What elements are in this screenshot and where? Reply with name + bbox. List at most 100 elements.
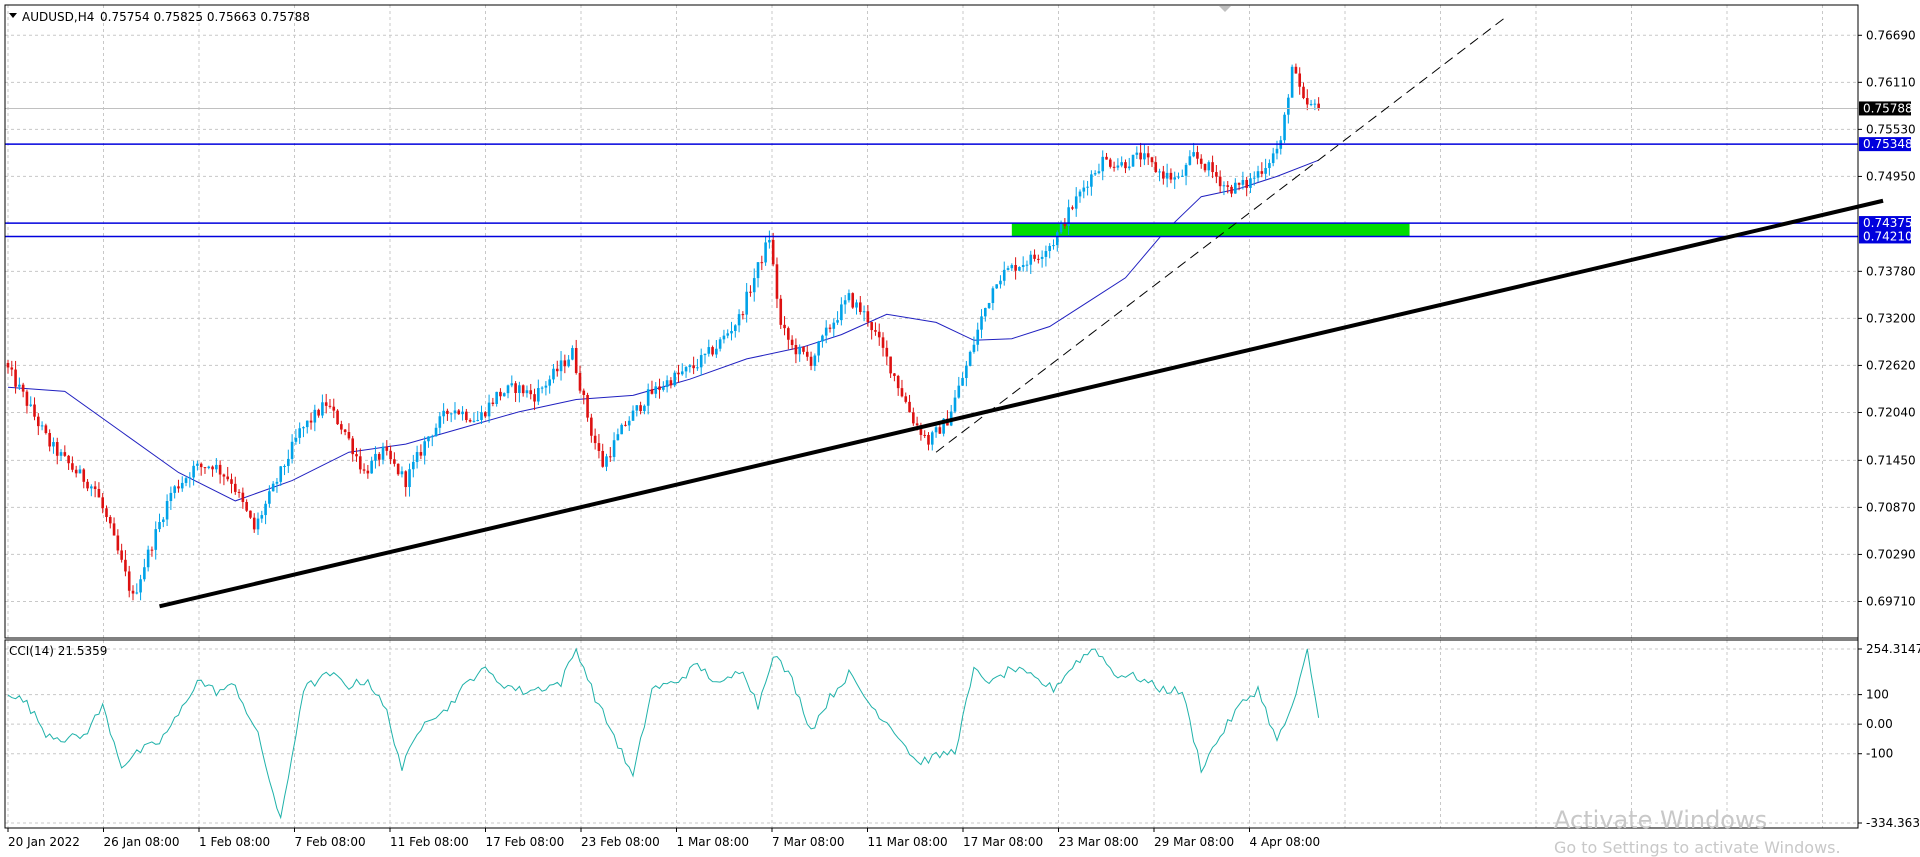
candle-up [957, 385, 961, 398]
candle-down [783, 324, 786, 329]
candle-down [1245, 179, 1248, 188]
candle-up [662, 387, 665, 390]
candle-up [1192, 152, 1195, 157]
candle-up [1018, 266, 1021, 271]
candle-up [1086, 186, 1089, 188]
candle-up [715, 348, 718, 355]
candle-up [381, 446, 385, 460]
candle-down [1317, 103, 1320, 109]
candle-up [1090, 174, 1093, 187]
level-label-text: 0.74210 [1863, 229, 1913, 243]
candle-up [1048, 245, 1051, 252]
candle-down [529, 390, 533, 395]
candle-up [605, 456, 608, 467]
candle-up [1177, 176, 1180, 178]
time-axis: 20 Jan 2022 26 Jan 08:00 1 Feb 08:00 7 Feb … [7, 828, 1320, 849]
chart-shift-marker[interactable] [1219, 6, 1231, 12]
candle-up [707, 347, 711, 354]
candle-down [328, 405, 332, 407]
candle-up [287, 458, 290, 466]
candle-down [1139, 152, 1142, 160]
ascending-trendline [159, 198, 1884, 609]
candle-up [408, 469, 411, 488]
candle-down [101, 497, 104, 509]
candle-down [1105, 156, 1108, 160]
candle-down [514, 383, 517, 394]
candle-up [207, 466, 211, 469]
candle-up [305, 420, 309, 428]
candle-up [718, 339, 722, 349]
candle-up [953, 397, 957, 412]
candle-up [643, 405, 646, 412]
candle-down [116, 535, 120, 551]
candle-up [271, 483, 275, 492]
price-tick-label: 0.76690 [1866, 28, 1916, 42]
support-zone[interactable] [1011, 223, 1410, 237]
candle-up [1055, 232, 1059, 246]
candle-down [1033, 254, 1036, 259]
candle-down [809, 356, 813, 366]
candle-down [866, 311, 870, 323]
candle-up [1029, 254, 1033, 265]
candle-down [1071, 207, 1074, 209]
candle-up [506, 385, 510, 394]
candle-up [423, 441, 426, 456]
candle-down [336, 410, 339, 425]
indicator-tick-label: 100 [1866, 688, 1889, 702]
candle-up [283, 465, 286, 467]
candle-up [1222, 185, 1226, 187]
trendlines[interactable] [159, 17, 1884, 609]
candle-down [324, 402, 328, 406]
candle-down [779, 298, 783, 325]
candle-up [665, 380, 669, 388]
candle-down [74, 469, 78, 474]
candle-down [805, 351, 809, 357]
level-label-text: 0.75348 [1863, 137, 1913, 151]
candle-up [1290, 66, 1294, 98]
candle-up [18, 384, 21, 387]
candle-up [139, 579, 142, 593]
candle-up [680, 371, 684, 375]
candle-up [991, 288, 995, 304]
candle-up [840, 304, 843, 321]
candle-down [771, 239, 775, 265]
candle-up [321, 402, 324, 416]
candle-down [199, 463, 203, 468]
candle-down [332, 406, 336, 411]
candle-up [188, 477, 192, 479]
candle-up [1207, 162, 1211, 171]
candle-down [37, 416, 40, 427]
candle-down [885, 347, 889, 357]
candle-down [249, 510, 252, 518]
candle-up [1252, 177, 1256, 179]
candle-up [684, 367, 688, 372]
candle-up [294, 437, 298, 442]
candle-up [59, 452, 63, 456]
close-price-text: 0.75788 [1863, 101, 1913, 115]
candle-up [1184, 164, 1188, 176]
candlesticks [6, 63, 1320, 601]
time-tick-label: 1 Feb 08:00 [199, 835, 270, 849]
time-tick-label: 29 Mar 08:00 [1154, 835, 1234, 849]
price-tick-label: 0.70870 [1866, 500, 1916, 514]
candle-up [275, 481, 279, 484]
candle-down [639, 405, 642, 412]
candle-up [730, 330, 733, 334]
horizontal-levels[interactable] [5, 107, 1858, 238]
candle-up [518, 385, 521, 394]
candle-down [859, 302, 862, 312]
candle-up [1067, 207, 1070, 226]
candle-up [737, 314, 741, 326]
candle-down [677, 372, 680, 375]
candle-up [158, 522, 161, 530]
candle-up [540, 387, 544, 389]
candle-down [233, 483, 237, 492]
symbol-dropdown-icon[interactable] [9, 13, 17, 18]
dashed-trendline [935, 17, 1505, 453]
candle-up [290, 441, 294, 459]
candle-up [525, 390, 529, 394]
candle-down [127, 571, 131, 591]
candle-down [874, 330, 877, 332]
